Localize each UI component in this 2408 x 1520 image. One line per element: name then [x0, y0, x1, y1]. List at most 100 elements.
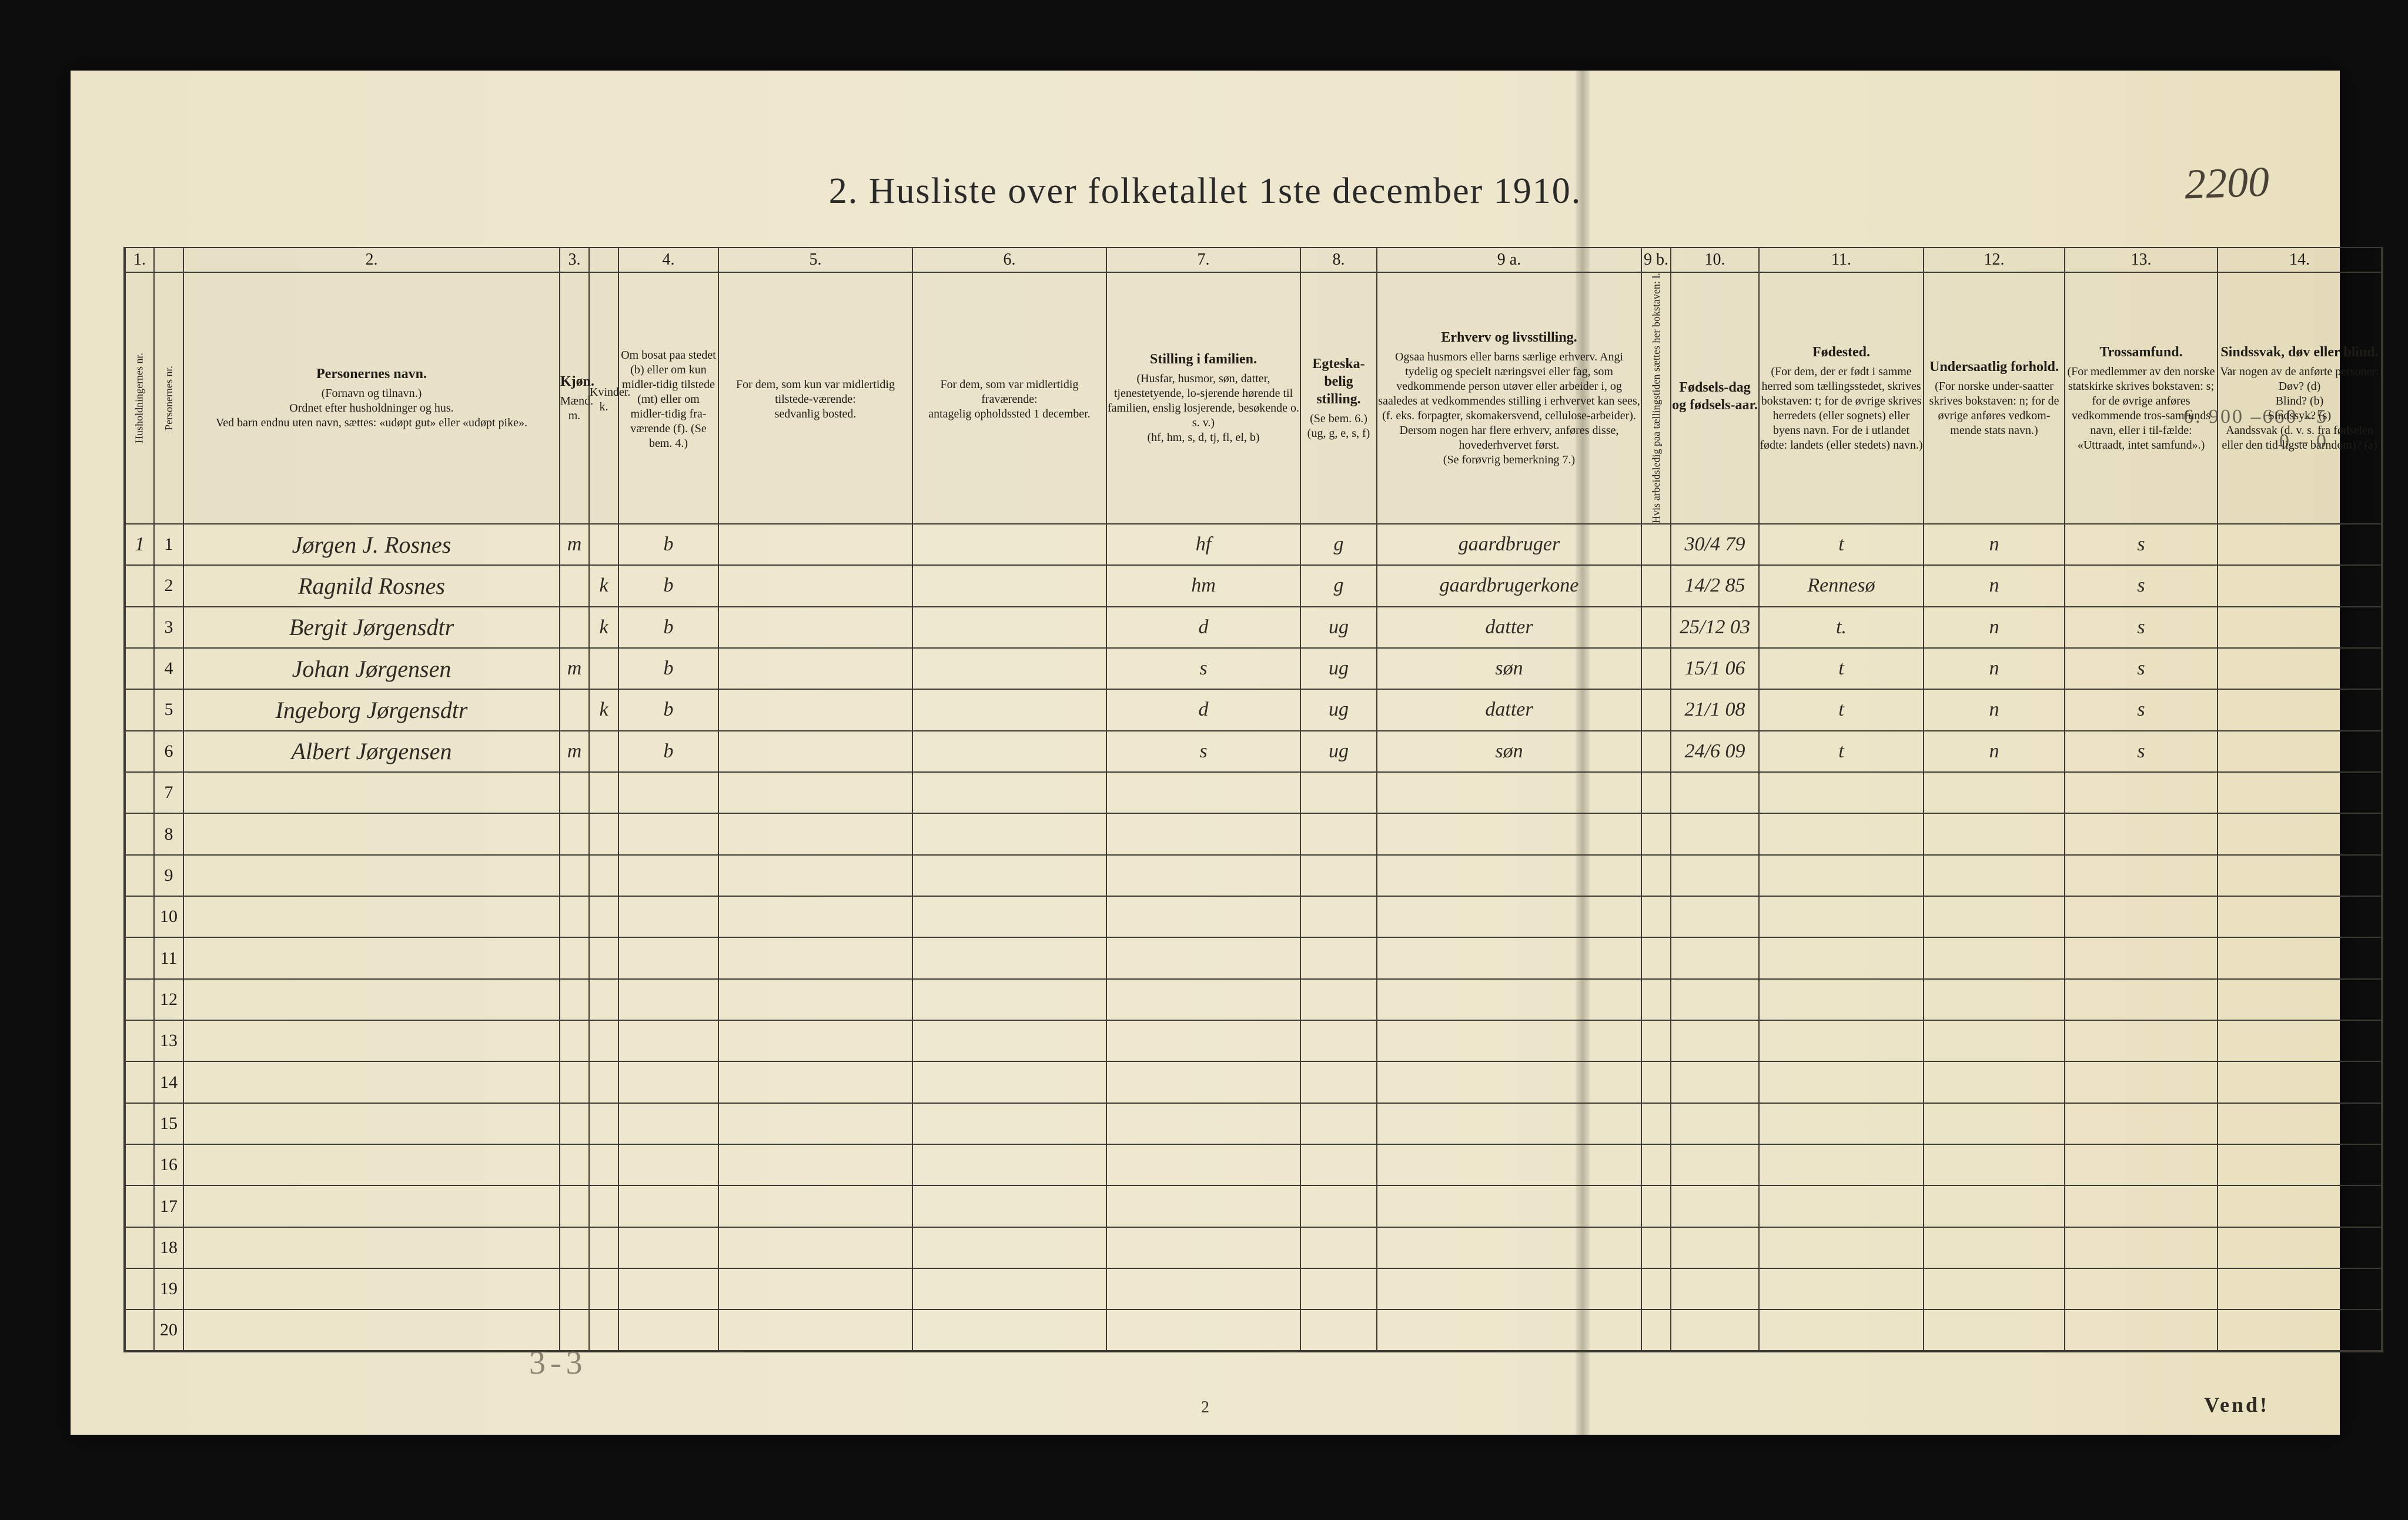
- cell-family-position: [1106, 1061, 1300, 1103]
- cell-temp-absent-place: [912, 689, 1106, 730]
- cell-marital: ug: [1300, 648, 1377, 689]
- cell-family-position: d: [1106, 689, 1300, 730]
- cell-sex-m: [560, 813, 589, 854]
- cell-marital: [1300, 855, 1377, 896]
- printed-page-number: 2: [1201, 1398, 1209, 1417]
- cell-residence: [618, 937, 718, 978]
- cell-sex-k: [589, 731, 618, 772]
- cell-sex-m: [560, 855, 589, 896]
- cell-temp-absent-place: [912, 607, 1106, 648]
- cell-unemployed: [1641, 1309, 1671, 1351]
- cell-name: Jørgen J. Rosnes: [183, 524, 560, 565]
- cell-residence: b: [618, 731, 718, 772]
- cell-birth: [1671, 979, 1759, 1020]
- cell-temp-absent-place: [912, 855, 1106, 896]
- cell-nationality: [1924, 979, 2065, 1020]
- cell-person-no: 1: [154, 524, 183, 565]
- cell-nationality: n: [1924, 524, 2065, 565]
- cell-temp-present-home: [718, 1020, 912, 1061]
- column-header: Erhverv og livsstilling.Ogsaa husmors el…: [1377, 272, 1641, 524]
- cell-sex-m: [560, 1103, 589, 1144]
- cell-birthplace: [1759, 937, 1924, 978]
- cell-temp-absent-place: [912, 896, 1106, 937]
- cell-birth: 24/6 09: [1671, 731, 1759, 772]
- cell-faith: [2065, 1309, 2218, 1351]
- cell-unemployed: [1641, 896, 1671, 937]
- cell-birthplace: t: [1759, 689, 1924, 730]
- cell-sex-k: [589, 1061, 618, 1103]
- cell-temp-present-home: [718, 1227, 912, 1268]
- column-number: 5.: [718, 248, 912, 272]
- cell-person-no: 15: [154, 1103, 183, 1144]
- cell-sex-m: [560, 689, 589, 730]
- cell-disability: [2218, 524, 2382, 565]
- cell-name: [183, 937, 560, 978]
- cell-household-no: [125, 1309, 154, 1351]
- cell-nationality: n: [1924, 731, 2065, 772]
- census-tbody: 11Jørgen J. Rosnesmbhfggaardbruger30/4 7…: [125, 524, 2382, 1351]
- cell-nationality: n: [1924, 648, 2065, 689]
- cell-family-position: [1106, 1227, 1300, 1268]
- cell-occupation: [1377, 1309, 1641, 1351]
- cell-sex-k: [589, 979, 618, 1020]
- cell-household-no: [125, 1020, 154, 1061]
- table-row: 9: [125, 855, 2382, 896]
- cell-temp-present-home: [718, 1061, 912, 1103]
- cell-temp-absent-place: [912, 813, 1106, 854]
- cell-person-no: 14: [154, 1061, 183, 1103]
- cell-unemployed: [1641, 731, 1671, 772]
- cell-residence: [618, 1020, 718, 1061]
- pencil-note-bottom: 3-3: [529, 1344, 587, 1382]
- cell-unemployed: [1641, 524, 1671, 565]
- table-row: 13: [125, 1020, 2382, 1061]
- cell-birthplace: t: [1759, 648, 1924, 689]
- cell-household-no: [125, 1144, 154, 1185]
- cell-person-no: 5: [154, 689, 183, 730]
- cell-birthplace: t.: [1759, 607, 1924, 648]
- cell-unemployed: [1641, 1144, 1671, 1185]
- cell-sex-k: [589, 1020, 618, 1061]
- cell-temp-present-home: [718, 896, 912, 937]
- cell-family-position: [1106, 937, 1300, 978]
- cell-birth: 14/2 85: [1671, 565, 1759, 606]
- table-row: 7: [125, 772, 2382, 813]
- cell-sex-m: [560, 565, 589, 606]
- cell-residence: [618, 1144, 718, 1185]
- cell-unemployed: [1641, 855, 1671, 896]
- cell-name: [183, 1061, 560, 1103]
- cell-faith: [2065, 1103, 2218, 1144]
- cell-faith: [2065, 937, 2218, 978]
- cell-household-no: [125, 1227, 154, 1268]
- cell-birth: 30/4 79: [1671, 524, 1759, 565]
- cell-sex-k: k: [589, 565, 618, 606]
- column-number: 1.: [125, 248, 154, 272]
- cell-family-position: [1106, 1309, 1300, 1351]
- cell-sex-k: [589, 1268, 618, 1309]
- column-header: For dem, som var midlertidig fraværende:…: [912, 272, 1106, 524]
- cell-birth: [1671, 1103, 1759, 1144]
- column-number: 7.: [1106, 248, 1300, 272]
- cell-occupation: [1377, 1268, 1641, 1309]
- cell-person-no: 17: [154, 1185, 183, 1227]
- cell-household-no: [125, 979, 154, 1020]
- cell-disability: [2218, 565, 2382, 606]
- cell-temp-absent-place: [912, 979, 1106, 1020]
- cell-sex-k: [589, 896, 618, 937]
- cell-nationality: [1924, 1020, 2065, 1061]
- cell-nationality: n: [1924, 607, 2065, 648]
- cell-sex-m: [560, 1268, 589, 1309]
- cell-person-no: 10: [154, 896, 183, 937]
- cell-sex-k: [589, 1309, 618, 1351]
- cell-person-no: 16: [154, 1144, 183, 1185]
- table-row: 11Jørgen J. Rosnesmbhfggaardbruger30/4 7…: [125, 524, 2382, 565]
- cell-occupation: søn: [1377, 648, 1641, 689]
- column-header: Kvinder. k.: [589, 272, 618, 524]
- cell-birthplace: [1759, 979, 1924, 1020]
- cell-occupation: [1377, 937, 1641, 978]
- cell-temp-present-home: [718, 979, 912, 1020]
- cell-unemployed: [1641, 1061, 1671, 1103]
- cell-birthplace: Rennesø: [1759, 565, 1924, 606]
- census-table-container: 1.2.3.4.5.6.7.8.9 a.9 b.10.11.12.13.14. …: [123, 247, 2287, 1352]
- cell-household-no: [125, 607, 154, 648]
- cell-occupation: [1377, 1227, 1641, 1268]
